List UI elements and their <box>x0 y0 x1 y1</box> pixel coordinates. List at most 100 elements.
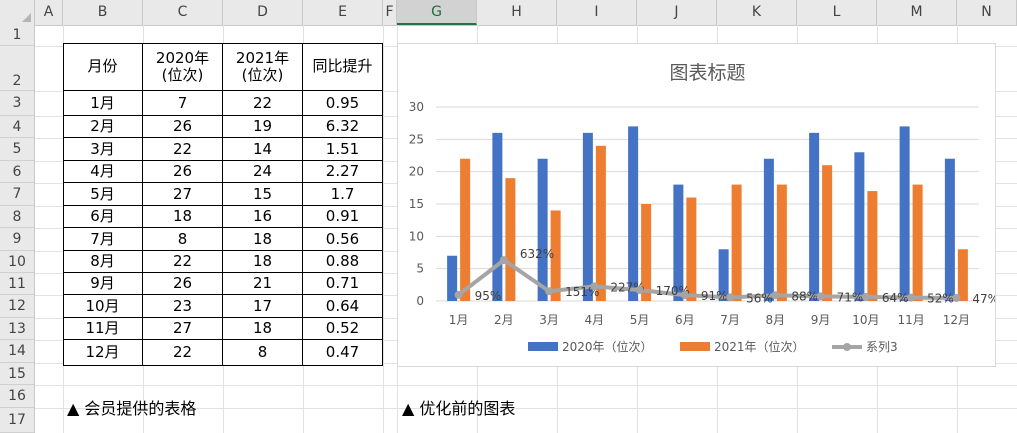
column-header-f[interactable]: F <box>383 0 397 25</box>
table-cell[interactable]: 24 <box>223 161 303 183</box>
table-cell[interactable]: 0.47 <box>303 340 383 366</box>
table-cell[interactable]: 15 <box>223 183 303 206</box>
table-header-cell[interactable]: 2020年 (位次) <box>143 43 223 91</box>
table-cell[interactable]: 11月 <box>63 318 143 340</box>
column-header-d[interactable]: D <box>223 0 303 25</box>
table-cell[interactable]: 26 <box>143 273 223 295</box>
row-header-8[interactable]: 8 <box>0 206 34 228</box>
table-cell[interactable]: 2.27 <box>303 161 383 183</box>
row-header-12[interactable]: 12 <box>0 295 34 318</box>
legend-label: 2020年（位次） <box>562 339 653 354</box>
table-header-cell[interactable]: 2021年 (位次) <box>223 43 303 91</box>
table-cell[interactable]: 26 <box>143 116 223 138</box>
table-cell[interactable]: 26 <box>143 161 223 183</box>
table-cell[interactable]: 16 <box>223 206 303 228</box>
series3-point <box>680 291 689 300</box>
table-cell[interactable]: 17 <box>223 295 303 318</box>
x-tick-label: 1月 <box>449 313 469 327</box>
table-cell[interactable]: 12月 <box>63 340 143 366</box>
table-cell[interactable]: 21 <box>223 273 303 295</box>
column-header-b[interactable]: B <box>63 0 143 25</box>
table-cell[interactable]: 1.7 <box>303 183 383 206</box>
row-header-17[interactable]: 17 <box>0 408 34 433</box>
column-header-c[interactable]: C <box>143 0 223 25</box>
row-header-4[interactable]: 4 <box>0 116 34 138</box>
table-cell[interactable]: 22 <box>143 340 223 366</box>
table-cell[interactable]: 0.88 <box>303 251 383 273</box>
bar-2020 <box>673 184 684 301</box>
table-header-cell[interactable]: 月份 <box>63 43 143 91</box>
column-header-e[interactable]: E <box>303 0 383 25</box>
table-cell[interactable]: 0.71 <box>303 273 383 295</box>
column-header-k[interactable]: K <box>717 0 797 25</box>
column-header-n[interactable]: N <box>957 0 1017 25</box>
table-cell[interactable]: 18 <box>223 251 303 273</box>
table-header-cell[interactable]: 同比提升 <box>303 43 383 91</box>
row-header-7[interactable]: 7 <box>0 183 34 206</box>
series3-data-label: 88% <box>791 289 818 303</box>
column-header-m[interactable]: M <box>877 0 957 25</box>
series3-data-label: 95% <box>475 289 502 303</box>
row-header-14[interactable]: 14 <box>0 340 34 363</box>
column-header-l[interactable]: L <box>797 0 877 25</box>
table-cell[interactable]: 0.52 <box>303 318 383 340</box>
table-cell[interactable]: 22 <box>143 251 223 273</box>
table-cell[interactable]: 7月 <box>63 228 143 251</box>
table-cell[interactable]: 0.95 <box>303 91 383 116</box>
x-tick-label: 8月 <box>766 313 786 327</box>
table-cell[interactable]: 2月 <box>63 116 143 138</box>
bar-2021 <box>505 178 516 301</box>
table-cell[interactable]: 22 <box>143 138 223 161</box>
table-cell[interactable]: 3月 <box>63 138 143 161</box>
row-header-10[interactable]: 10 <box>0 251 34 273</box>
row-header-6[interactable]: 6 <box>0 161 34 183</box>
table-cell[interactable]: 5月 <box>63 183 143 206</box>
table-cell[interactable]: 10月 <box>63 295 143 318</box>
table-cell[interactable]: 1月 <box>63 91 143 116</box>
series3-data-label: 632% <box>520 247 554 261</box>
table-cell[interactable]: 4月 <box>63 161 143 183</box>
y-tick-label: 5 <box>416 262 424 276</box>
column-header-j[interactable]: J <box>637 0 717 25</box>
row-header-3[interactable]: 3 <box>0 91 34 116</box>
column-header-a[interactable]: A <box>35 0 63 25</box>
table-cell[interactable]: 9月 <box>63 273 143 295</box>
table-cell[interactable]: 19 <box>223 116 303 138</box>
row-header-1[interactable]: 1 <box>0 25 34 46</box>
column-header-h[interactable]: H <box>477 0 557 25</box>
bar-2020 <box>492 132 503 301</box>
table-cell[interactable]: 18 <box>223 228 303 251</box>
table-cell[interactable]: 6.32 <box>303 116 383 138</box>
table-cell[interactable]: 22 <box>223 91 303 116</box>
table-cell[interactable]: 7 <box>143 91 223 116</box>
column-header-g[interactable]: G <box>397 0 477 25</box>
table-cell[interactable]: 27 <box>143 183 223 206</box>
series3-data-label: 151% <box>565 285 599 299</box>
row-header-11[interactable]: 11 <box>0 273 34 295</box>
table-cell[interactable]: 18 <box>223 318 303 340</box>
table-cell[interactable]: 1.51 <box>303 138 383 161</box>
table-cell[interactable]: 0.56 <box>303 228 383 251</box>
column-header-i[interactable]: I <box>557 0 637 25</box>
row-header-13[interactable]: 13 <box>0 318 34 340</box>
table-cell[interactable]: 6月 <box>63 206 143 228</box>
bar-2020 <box>763 158 774 301</box>
table-cell[interactable]: 0.91 <box>303 206 383 228</box>
table-cell[interactable]: 27 <box>143 318 223 340</box>
table-cell[interactable]: 0.64 <box>303 295 383 318</box>
table-cell[interactable]: 8 <box>143 228 223 251</box>
row-header-16[interactable]: 16 <box>0 385 34 408</box>
chart[interactable]: 图表标题 0 5 10 15 20 25 30 1月 2月 3月 4月 5月 6月 7月 8月 9月 10月 11月… <box>397 43 999 367</box>
table-cell[interactable]: 23 <box>143 295 223 318</box>
table-cell[interactable]: 18 <box>143 206 223 228</box>
row-header-5[interactable]: 5 <box>0 138 34 161</box>
table-cell[interactable]: 14 <box>223 138 303 161</box>
table-cell[interactable]: 8月 <box>63 251 143 273</box>
row-header-2[interactable]: 2 <box>0 46 34 91</box>
row-header-15[interactable]: 15 <box>0 363 34 385</box>
bar-2020 <box>582 132 593 301</box>
row-header-9[interactable]: 9 <box>0 228 34 251</box>
legend-label: 2021年（位次） <box>714 339 805 354</box>
select-all-button[interactable] <box>0 0 35 25</box>
table-cell[interactable]: 8 <box>223 340 303 366</box>
